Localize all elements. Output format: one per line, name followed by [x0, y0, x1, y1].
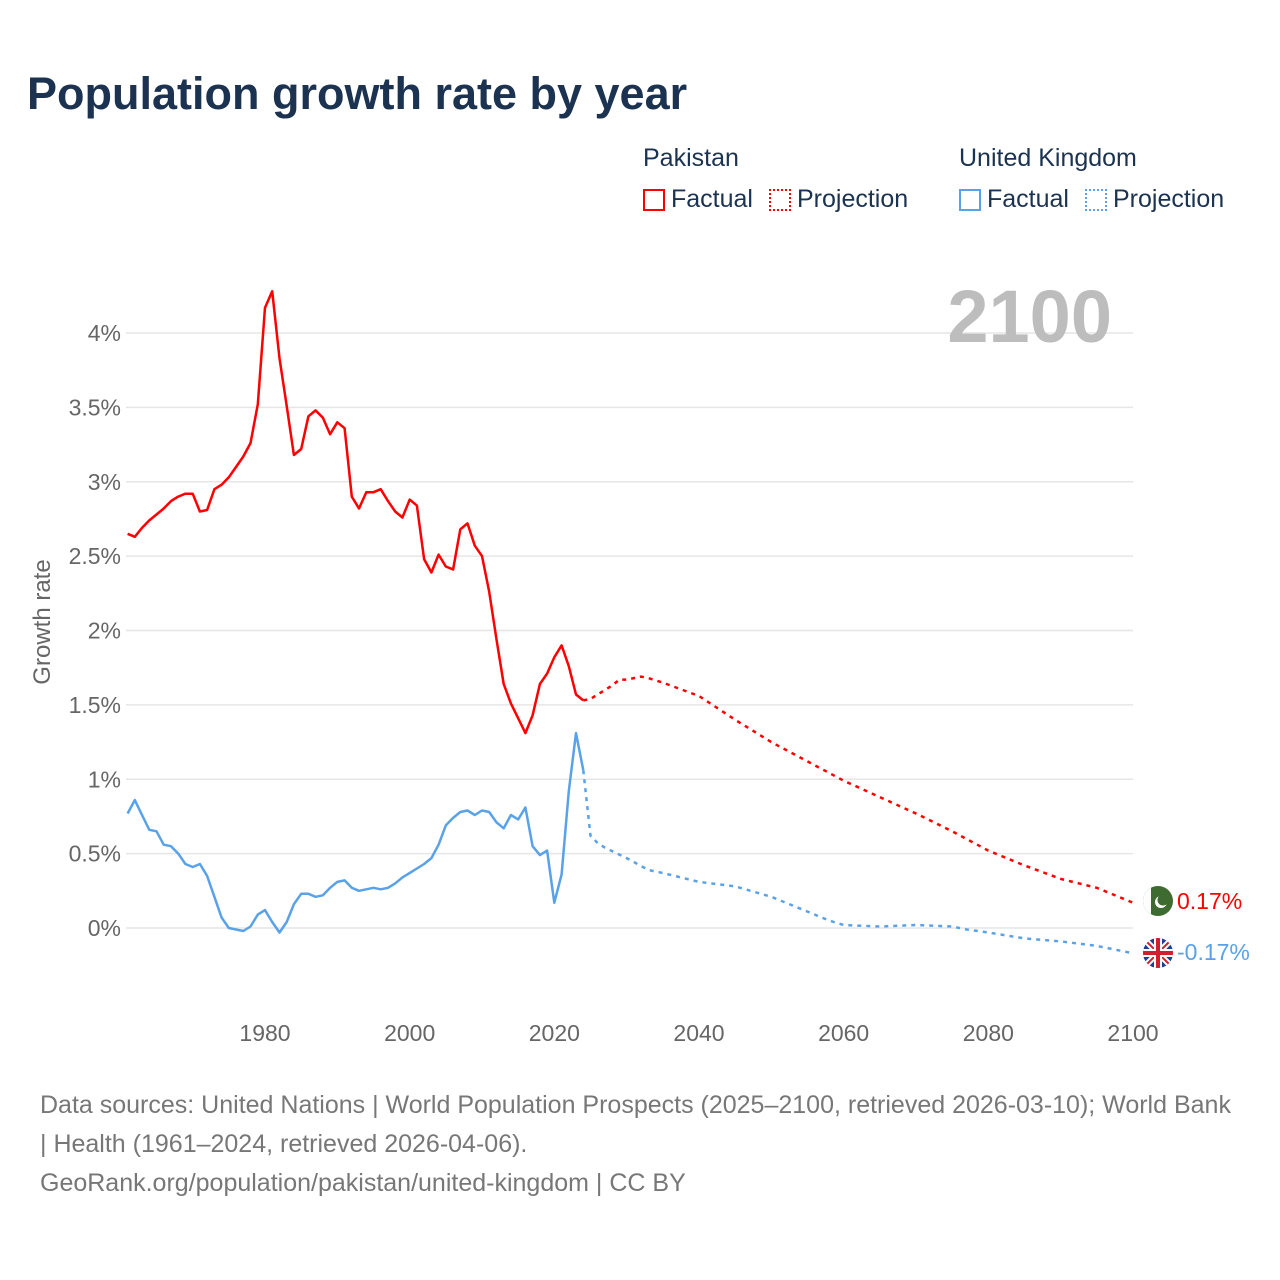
- y-axis-label: Growth rate: [29, 559, 56, 684]
- x-tick-label: 2100: [1107, 1020, 1158, 1046]
- pakistan-factual-line: [127, 290, 585, 735]
- legend-pakistan-factual[interactable]: Factual: [643, 185, 753, 214]
- footer: Data sources: United Nations | World Pop…: [40, 1086, 1240, 1203]
- y-tick-label: 1%: [88, 766, 121, 792]
- legend-swatch-solid: [643, 188, 665, 211]
- y-tick-label: 3%: [88, 469, 121, 495]
- uk-end-value: -0.17%: [1177, 939, 1250, 965]
- x-tick-label: 2080: [963, 1020, 1014, 1046]
- legend-uk-projection[interactable]: Projection: [1084, 185, 1225, 214]
- x-tick-label: 2040: [673, 1020, 724, 1046]
- y-tick-label: 3.5%: [69, 394, 121, 420]
- series-lines: [126, 290, 1134, 955]
- pakistan-projection-line: [583, 675, 1134, 904]
- x-tick-label: 2000: [384, 1020, 435, 1046]
- uk-factual-line: [126, 731, 585, 934]
- y-tick-label: 1.5%: [69, 692, 121, 718]
- legend-label: Projection: [796, 185, 909, 213]
- legend-pakistan-projection[interactable]: Projection: [768, 185, 909, 214]
- y-tick-label: 0%: [88, 915, 121, 941]
- legend-swatch-dotted: [1084, 188, 1107, 211]
- legend-group-pakistan: Pakistan Factual Projection: [643, 144, 908, 214]
- x-tick-label: 1980: [239, 1020, 290, 1046]
- legend-swatch-dotted: [768, 188, 791, 211]
- uk-flag-icon: [1143, 938, 1173, 968]
- chart-title: Population growth rate by year: [27, 68, 688, 119]
- uk-projection-line: [582, 770, 1134, 955]
- y-tick-label: 0.5%: [69, 841, 121, 867]
- source-url[interactable]: GeoRank.org/population/pakistan/united-k…: [40, 1169, 686, 1197]
- legend-swatch-solid: [959, 188, 981, 211]
- legend-label: Factual: [671, 185, 753, 213]
- y-tick-label: 2.5%: [69, 543, 121, 569]
- y-tick-label: 2%: [88, 618, 121, 644]
- legend-group-uk: United Kingdom Factual Projection: [959, 144, 1224, 214]
- y-tick-label: 4%: [88, 320, 121, 346]
- x-tick-label: 2060: [818, 1020, 869, 1046]
- y-axis-ticks: 0% 0.5% 1% 1.5% 2% 2.5% 3% 3.5% 4%: [69, 320, 121, 941]
- legend-label: Projection: [1112, 185, 1225, 213]
- legend-group-title: Pakistan: [643, 144, 739, 172]
- legend-uk-factual[interactable]: Factual: [959, 185, 1069, 214]
- x-axis-ticks: 1980 2000 2020 2040 2060 2080 2100: [239, 1020, 1158, 1046]
- x-tick-label: 2020: [529, 1020, 580, 1046]
- year-label: 2100: [947, 275, 1112, 358]
- pakistan-end-value: 0.17%: [1177, 888, 1242, 914]
- legend-group-title: United Kingdom: [959, 144, 1137, 172]
- gridlines: [126, 332, 1133, 929]
- pakistan-flag-icon: [1143, 886, 1173, 916]
- legend-label: Factual: [987, 185, 1069, 213]
- data-sources: Data sources: United Nations | World Pop…: [40, 1091, 1231, 1158]
- line-chart: 0% 0.5% 1% 1.5% 2% 2.5% 3% 3.5% 4% 1980 2000 2020 2…: [29, 275, 1250, 1046]
